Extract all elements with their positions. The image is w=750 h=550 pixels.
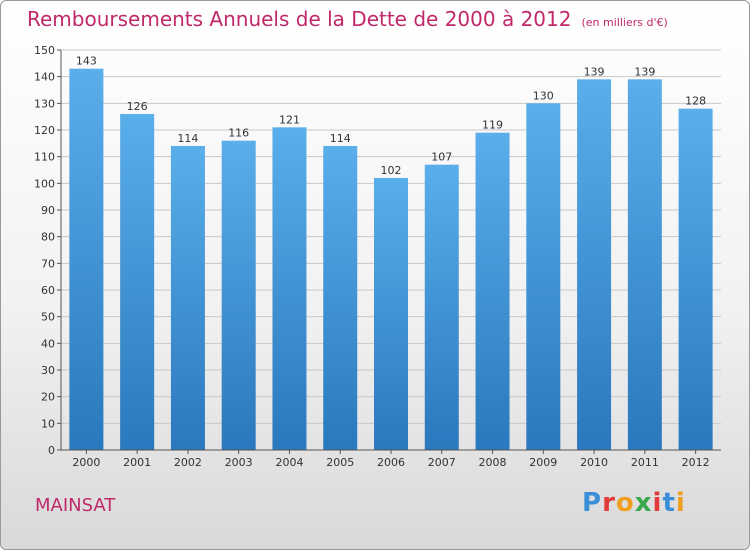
bar-2006	[374, 178, 408, 450]
data-label-2010: 139	[584, 65, 605, 78]
title-text: Remboursements Annuels de la Dette de 20…	[27, 7, 572, 31]
x-tick-label-2006: 2006	[377, 456, 405, 469]
y-tick-label: 0	[48, 444, 55, 457]
y-tick-label: 20	[41, 391, 55, 404]
y-tick-label: 150	[34, 44, 55, 57]
logo-letter: P	[582, 488, 603, 518]
x-tick-label-2002: 2002	[174, 456, 202, 469]
data-label-2008: 119	[482, 119, 503, 132]
logo-letter: i	[652, 488, 663, 518]
y-tick-label: 30	[41, 364, 55, 377]
data-label-2006: 102	[381, 164, 402, 177]
logo-letter: x	[634, 488, 653, 518]
data-label-2009: 130	[533, 89, 554, 102]
x-tick-label-2011: 2011	[631, 456, 659, 469]
bar-2005	[323, 146, 358, 450]
y-tick-label: 80	[41, 231, 55, 244]
logo-letter: t	[662, 488, 676, 518]
logo-letter: r	[602, 488, 616, 518]
data-label-2004: 121	[279, 113, 300, 126]
y-tick-label: 10	[41, 417, 55, 430]
commune-name: MAINSAT	[35, 495, 116, 516]
y-tick-label: 60	[41, 284, 55, 297]
x-tick-label-2004: 2004	[275, 456, 303, 469]
bar-2008	[475, 132, 510, 450]
x-tick-label-2012: 2012	[682, 456, 710, 469]
x-tick-label-2005: 2005	[326, 456, 354, 469]
x-tick-label-2001: 2001	[123, 456, 151, 469]
bar-2001	[120, 114, 155, 450]
y-tick-label: 110	[34, 151, 55, 164]
y-tick-label: 100	[34, 177, 55, 190]
x-tick-label-2003: 2003	[225, 456, 253, 469]
bar-2009	[526, 103, 561, 450]
bar-2011	[627, 79, 662, 450]
x-tick-label-2009: 2009	[529, 456, 557, 469]
x-tick-label-2008: 2008	[479, 456, 507, 469]
data-label-2005: 114	[330, 132, 351, 145]
bar-2012	[678, 108, 713, 451]
bar-2007	[424, 164, 459, 450]
data-label-2011: 139	[634, 65, 655, 78]
proxiti-logo: Proxiti	[582, 488, 686, 518]
bars: 143 126 114 116 121 114 102 107 119 130 139 139 128	[69, 55, 713, 451]
data-label-2001: 126	[127, 100, 148, 113]
bar-2002	[170, 146, 205, 450]
y-tick-label: 90	[41, 204, 55, 217]
bar-2000	[69, 68, 104, 451]
x-tick-label-2007: 2007	[428, 456, 456, 469]
logo-letter: o	[615, 488, 635, 518]
bar-2004	[272, 127, 307, 450]
data-label-2000: 143	[76, 55, 97, 68]
bar-2010	[577, 79, 612, 450]
logo-letter: i	[675, 488, 686, 518]
data-label-2002: 114	[177, 132, 198, 145]
y-tick-label: 40	[41, 337, 55, 350]
data-label-2003: 116	[228, 127, 249, 140]
unit-label: (en milliers d'€)	[581, 16, 668, 29]
chart-title: Remboursements Annuels de la Dette de 20…	[27, 7, 668, 31]
y-tick-label: 120	[34, 124, 55, 137]
y-tick-label: 140	[34, 71, 55, 84]
x-tick-label-2010: 2010	[580, 456, 608, 469]
y-tick-label: 50	[41, 311, 55, 324]
data-label-2007: 107	[431, 151, 452, 164]
x-tick-label-2000: 2000	[72, 456, 100, 469]
axes: 0 10 20 30 40 50 60 70 80 90 100 110 120 130 140 150 200…	[34, 44, 721, 469]
y-tick-label: 70	[41, 257, 55, 270]
y-tick-label: 130	[34, 97, 55, 110]
data-label-2012: 128	[685, 95, 706, 108]
bar-2003	[221, 140, 256, 450]
